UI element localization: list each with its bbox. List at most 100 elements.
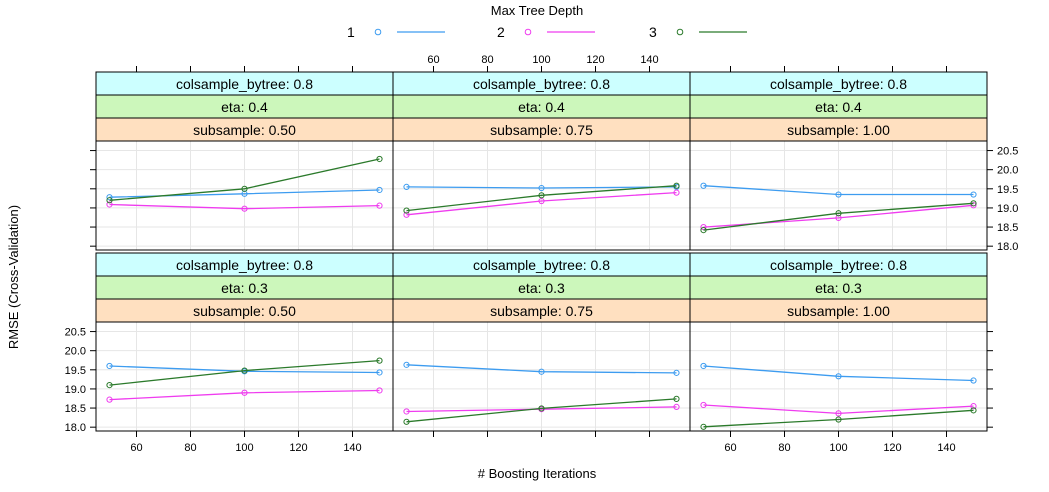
strip-label: colsample_bytree: 0.8 [176, 257, 313, 273]
data-point [673, 189, 680, 196]
data-point [403, 207, 410, 214]
series-3 [106, 155, 383, 204]
series-line [406, 185, 677, 212]
data-point [835, 210, 842, 217]
series-2 [106, 201, 383, 212]
panel-5: colsample_bytree: 0.8 eta: 0.3 subsample: … [392, 252, 691, 432]
strip-label: colsample_bytree: 0.8 [770, 257, 907, 273]
legend-entry-2: 2 [497, 24, 595, 40]
series-line [703, 404, 974, 415]
series-2 [700, 401, 977, 417]
series-line [703, 202, 974, 231]
series-3 [403, 395, 680, 425]
panel-border [689, 140, 988, 251]
data-point [241, 205, 248, 212]
series-1 [106, 362, 383, 376]
data-point [700, 182, 707, 189]
y-tick-label: 20.5 [65, 327, 86, 339]
axes: 60 80 100 120 140 60 80 100 120 140 60 80 100 120 140 1… [65, 54, 1019, 454]
series-line [109, 203, 380, 210]
strip-label: colsample_bytree: 0.8 [473, 76, 610, 92]
data-point [538, 197, 545, 205]
legend: Max Tree Depth 1 2 3 [347, 3, 747, 40]
series-line [109, 389, 380, 401]
data-point [538, 184, 545, 192]
series-line [109, 365, 380, 374]
data-point [700, 362, 707, 370]
x-tick-label: 140 [640, 54, 658, 66]
strip-label: subsample: 0.50 [193, 303, 296, 319]
data-point [970, 377, 977, 384]
strip-label: subsample: 0.75 [490, 303, 593, 319]
series-line [406, 406, 677, 413]
data-point [673, 182, 680, 189]
x-tick-label: 60 [724, 442, 736, 454]
series-3 [106, 357, 383, 389]
y-tick-label: 19.0 [997, 203, 1018, 215]
data-point [538, 368, 545, 375]
data-point [241, 389, 248, 396]
series-1 [700, 182, 977, 198]
data-point [538, 192, 545, 199]
data-point [376, 155, 383, 163]
data-point [673, 395, 680, 402]
plot-area [689, 140, 988, 251]
legend-title: Max Tree Depth [491, 3, 584, 18]
series-line [406, 186, 677, 189]
plot-area [95, 321, 394, 432]
series-3 [403, 182, 680, 214]
data-point [970, 403, 977, 410]
data-point [700, 423, 707, 430]
data-point [376, 369, 383, 376]
series-2 [403, 189, 680, 218]
data-point [403, 418, 410, 425]
y-tick-label: 18.5 [65, 403, 86, 415]
data-point [700, 401, 707, 409]
legend-entry-3: 3 [649, 24, 747, 40]
series-3 [700, 200, 977, 234]
strip-label: eta: 0.3 [221, 280, 268, 296]
legend-label: 2 [497, 24, 505, 40]
legend-marker [676, 28, 684, 36]
data-point [835, 214, 842, 221]
data-point [970, 191, 977, 198]
plot-area [689, 321, 988, 432]
data-point [673, 369, 680, 376]
plot-area [95, 140, 394, 251]
plot-area [392, 140, 691, 251]
series-line [703, 365, 974, 382]
data-point [700, 227, 707, 234]
strip-label: eta: 0.4 [221, 99, 268, 115]
legend-marker [524, 28, 532, 36]
data-point [106, 382, 113, 389]
series-2 [106, 387, 383, 403]
data-point [835, 410, 842, 417]
series-line [109, 359, 380, 386]
data-point [970, 202, 977, 209]
data-point [970, 200, 977, 207]
strip-label: subsample: 0.75 [490, 122, 593, 138]
x-tick-label: 80 [481, 54, 493, 66]
strip-label: eta: 0.4 [815, 99, 862, 115]
strip-label: eta: 0.3 [518, 280, 565, 296]
x-tick-label: 120 [289, 442, 307, 454]
y-tick-label: 18.0 [997, 241, 1018, 253]
series-line [703, 185, 974, 196]
x-tick-label: 80 [778, 442, 790, 454]
series-line [703, 409, 974, 428]
x-tick-label: 100 [829, 442, 847, 454]
strip-label: colsample_bytree: 0.8 [473, 257, 610, 273]
y-tick-label: 18.0 [65, 422, 86, 434]
y-axis-label: RMSE (Cross-Validation) [6, 205, 21, 349]
y-tick-label: 19.0 [65, 384, 86, 396]
data-point [106, 197, 113, 204]
data-point [106, 396, 113, 403]
panel-2: colsample_bytree: 0.8 eta: 0.4 subsample: … [392, 71, 691, 251]
data-point [376, 357, 383, 364]
strip-label: colsample_bytree: 0.8 [176, 76, 313, 92]
data-point [403, 361, 410, 368]
strip-label: subsample: 1.00 [787, 303, 890, 319]
plot-area [392, 321, 691, 432]
series-1 [700, 362, 977, 384]
